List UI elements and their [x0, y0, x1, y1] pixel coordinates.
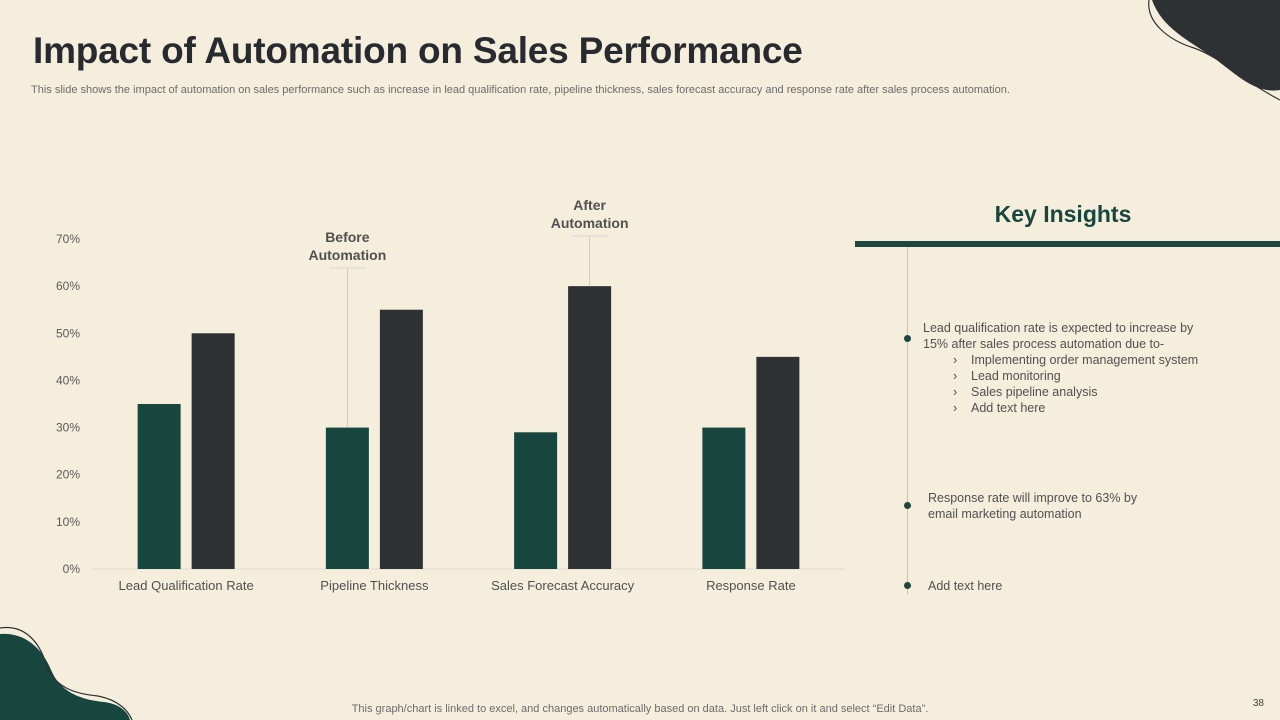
insight-bullet-dot [904, 502, 911, 509]
y-tick-label: 70% [56, 232, 80, 246]
insight-item-text: Lead qualification rate is expected to i… [923, 321, 1194, 351]
bar-after-2[interactable] [568, 286, 612, 569]
insight-bullet-dot [904, 582, 911, 589]
callout-label: Before [325, 229, 370, 245]
bars [137, 286, 800, 569]
y-tick-label: 0% [63, 562, 81, 576]
top-right-blob [1152, 0, 1280, 91]
x-tick-label: Pipeline Thickness [320, 578, 429, 593]
y-tick-label: 30% [56, 421, 80, 435]
bar-chart[interactable]: 0% 10% 20% 30% 40% 50% 60% 70% Before Automation… [0, 0, 860, 600]
y-tick-label: 60% [56, 279, 80, 293]
x-tick-label: Sales Forecast Accuracy [491, 578, 635, 593]
callout-label: Automation [551, 215, 629, 231]
bar-before-0[interactable] [137, 404, 181, 569]
insight-subitem: Implementing order management system [953, 352, 1218, 368]
bar-before-2[interactable] [514, 432, 558, 569]
insight-item-text: Add text here [928, 579, 1003, 593]
series-callouts: Before Automation After Automation [308, 197, 629, 428]
insight-item-3: Add text here [928, 578, 1168, 594]
insights-divider [855, 241, 1280, 247]
page-title: Impact of Automation on Sales Performanc… [33, 30, 803, 71]
bottom-left-blob [0, 633, 130, 720]
footer-note: This graph/chart is linked to excel, and… [351, 703, 929, 715]
insights-title: Key Insights [994, 201, 1132, 227]
insight-subitem: Lead monitoring [953, 368, 1218, 384]
x-tick-label: Lead Qualification Rate [119, 578, 254, 593]
insight-subitem: Add text here [953, 400, 1218, 416]
x-tick-label: Response Rate [706, 578, 796, 593]
insight-item-2: Response rate will improve to 63% by ema… [928, 490, 1168, 522]
bottom-left-outline [0, 626, 133, 720]
y-tick-label: 20% [56, 468, 80, 482]
x-axis-labels: Lead Qualification Rate Pipeline Thicknes… [119, 578, 796, 593]
y-tick-label: 50% [56, 326, 80, 340]
page-number: 38 [1252, 698, 1264, 709]
bar-before-1[interactable] [325, 427, 369, 569]
callout-label: After [573, 197, 606, 213]
insights-timeline [907, 247, 908, 595]
bar-before-3[interactable] [702, 427, 746, 569]
y-tick-label: 10% [56, 515, 80, 529]
insight-subitem: Sales pipeline analysis [953, 384, 1218, 400]
top-right-outline [1148, 0, 1280, 101]
page-subtitle: This slide shows the impact of automatio… [31, 84, 1010, 96]
callout-label: Automation [308, 247, 386, 263]
insight-item-text: Response rate will improve to 63% by ema… [928, 491, 1138, 521]
insight-bullet-dot [904, 335, 911, 342]
bar-after-0[interactable] [191, 333, 235, 569]
y-axis-ticks: 0% 10% 20% 30% 40% 50% 60% 70% [56, 232, 80, 576]
insight-subitems: Implementing order management system Lea… [923, 352, 1218, 416]
bar-after-3[interactable] [756, 356, 800, 569]
y-tick-label: 40% [56, 373, 80, 387]
bar-after-1[interactable] [379, 309, 423, 569]
insight-item-1: Lead qualification rate is expected to i… [923, 320, 1218, 416]
